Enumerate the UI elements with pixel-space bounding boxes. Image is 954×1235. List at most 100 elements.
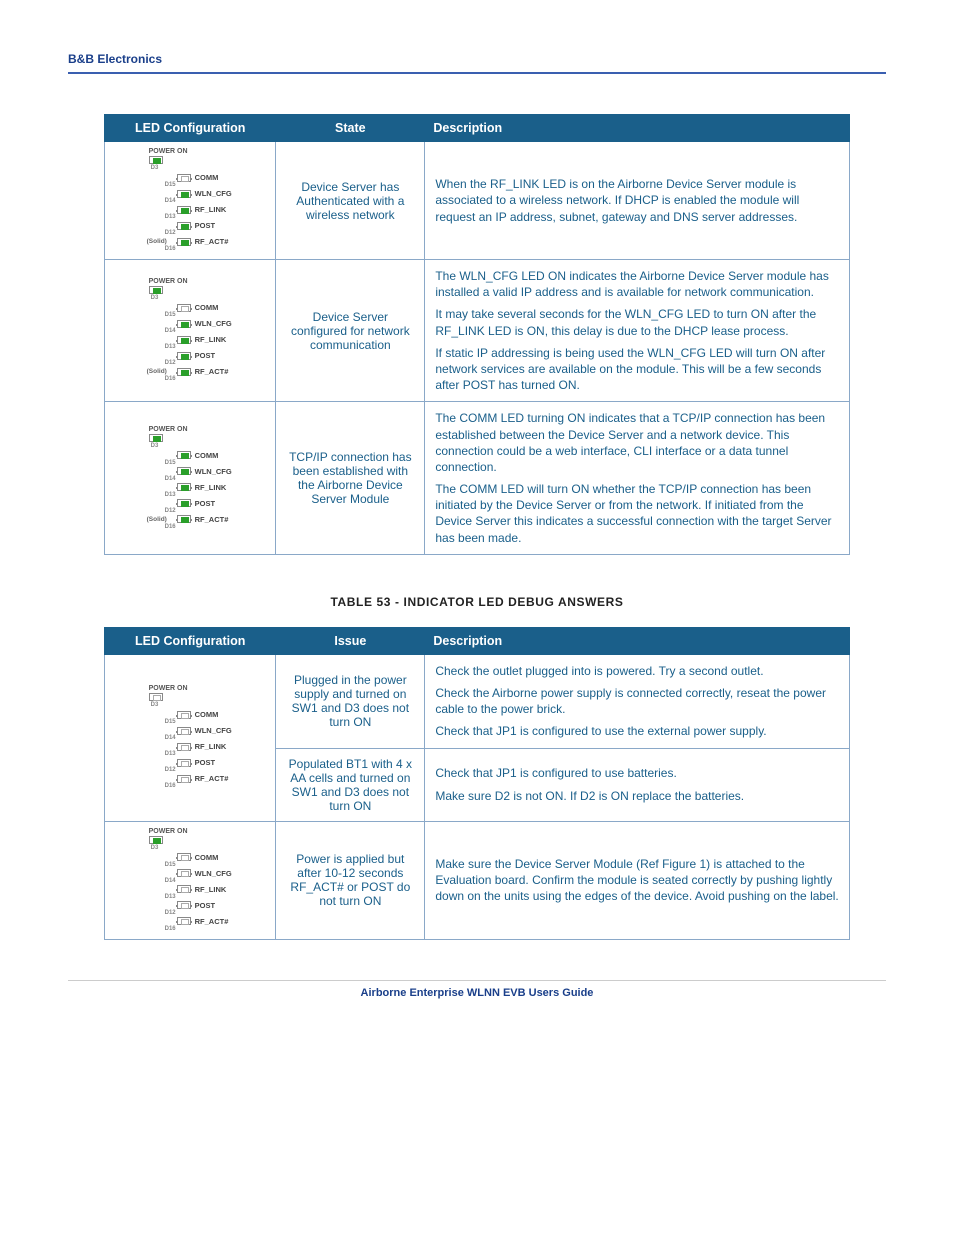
- led-rf_act#-icon: [177, 238, 191, 246]
- th-state: State: [276, 115, 425, 142]
- led-ref: D13: [165, 214, 232, 220]
- table-caption: TABLE 53 - INDICATOR LED DEBUG ANSWERS: [68, 595, 886, 609]
- issue-cell: Power is applied but after 10-12 seconds…: [276, 821, 425, 939]
- led-ref: D3: [151, 443, 232, 449]
- led-diagram: POWER OND3COMMD15WLN_CFGD14RF_LINKD13POS…: [149, 278, 232, 382]
- th-led-config: LED Configuration: [105, 115, 276, 142]
- led-wln_cfg-icon: [177, 190, 191, 198]
- led-label: POST: [195, 758, 215, 767]
- power-on-label: POWER ON: [149, 426, 232, 433]
- power-led-icon: [149, 693, 163, 701]
- description-cell: Make sure the Device Server Module (Ref …: [425, 821, 850, 939]
- description-text: If static IP addressing is being used th…: [435, 345, 839, 394]
- power-on-label: POWER ON: [149, 685, 232, 692]
- led-post-icon: [177, 901, 191, 909]
- solid-note: (Solid): [147, 368, 175, 375]
- led-ref: D12: [165, 910, 232, 916]
- description-text: Check the Airborne power supply is conne…: [435, 685, 839, 717]
- power-on-label: POWER ON: [149, 278, 232, 285]
- led-ref: D3: [151, 295, 232, 301]
- led-ref: D16: [165, 524, 232, 530]
- led-ref: D15: [165, 719, 232, 725]
- power-on-label: POWER ON: [149, 148, 232, 155]
- led-label: RF_ACT#: [195, 774, 229, 783]
- table-row: POWER OND3COMMD15WLN_CFGD14RF_LINKD13POS…: [105, 260, 850, 402]
- table-row: POWER OND3COMMD15WLN_CFGD14RF_LINKD13POS…: [105, 142, 850, 260]
- led-post-icon: [177, 499, 191, 507]
- led-label: POST: [195, 351, 215, 360]
- led-post-icon: [177, 352, 191, 360]
- led-rf_link-icon: [177, 743, 191, 751]
- page-footer: Airborne Enterprise WLNN EVB Users Guide: [68, 980, 886, 999]
- led-label: POST: [195, 901, 215, 910]
- led-label: WLN_CFG: [195, 726, 232, 735]
- led-ref: D12: [165, 508, 232, 514]
- led-label: RF_LINK: [195, 483, 227, 492]
- power-led-icon: [149, 286, 163, 294]
- table-1: LED Configuration State Description POWE…: [104, 114, 850, 555]
- led-ref: D12: [165, 360, 232, 366]
- led-rf_act#-icon: [177, 368, 191, 376]
- led-label: RF_LINK: [195, 742, 227, 751]
- description-text: Make sure D2 is not ON. If D2 is ON repl…: [435, 788, 839, 804]
- led-ref: D3: [151, 165, 232, 171]
- led-label: COMM: [195, 451, 219, 460]
- description-text: Check that JP1 is configured to use batt…: [435, 765, 839, 781]
- led-label: POST: [195, 221, 215, 230]
- led-rf_link-icon: [177, 885, 191, 893]
- solid-note: (Solid): [147, 516, 175, 523]
- led-ref: D15: [165, 460, 232, 466]
- led-wln_cfg-icon: [177, 869, 191, 877]
- led-comm-icon: [177, 853, 191, 861]
- description-text: Check the outlet plugged into is powered…: [435, 663, 839, 679]
- led-ref: D13: [165, 751, 232, 757]
- led-ref: D12: [165, 767, 232, 773]
- th-description: Description: [425, 627, 850, 654]
- led-ref: D14: [165, 198, 232, 204]
- led-ref: D3: [151, 702, 232, 708]
- th-description: Description: [425, 115, 850, 142]
- table-row: POWER OND3COMMD15WLN_CFGD14RF_LINKD13POS…: [105, 402, 850, 555]
- table-row: POWER OND3COMMD15WLN_CFGD14RF_LINKD13POS…: [105, 654, 850, 748]
- led-ref: D16: [165, 376, 232, 382]
- led-rf_act#-icon: [177, 917, 191, 925]
- led-label: COMM: [195, 303, 219, 312]
- led-rf_link-icon: [177, 336, 191, 344]
- led-ref: D14: [165, 328, 232, 334]
- led-rf_act#-icon: [177, 775, 191, 783]
- led-comm-icon: [177, 174, 191, 182]
- description-cell: When the RF_LINK LED is on the Airborne …: [425, 142, 850, 260]
- led-ref: D14: [165, 735, 232, 741]
- led-diagram: POWER ON D3 COMMD15WLN_CFGD14RF_LINKD13POS…: [149, 685, 232, 789]
- led-diagram: POWER OND3COMMD15WLN_CFGD14RF_LINKD13POS…: [149, 148, 232, 252]
- led-ref: D13: [165, 894, 232, 900]
- description-text: The COMM LED will turn ON whether the TC…: [435, 481, 839, 546]
- th-issue: Issue: [276, 627, 425, 654]
- power-led-icon: [149, 156, 163, 164]
- description-cell: The WLN_CFG LED ON indicates the Airborn…: [425, 260, 850, 402]
- led-diagram: POWER OND3COMMD15WLN_CFGD14RF_LINKD13POS…: [149, 426, 232, 530]
- led-label: WLN_CFG: [195, 869, 232, 878]
- led-label: RF_ACT#: [195, 917, 229, 926]
- led-ref: D16: [165, 246, 232, 252]
- led-ref: D15: [165, 182, 232, 188]
- led-wln_cfg-icon: [177, 727, 191, 735]
- state-cell: Device Server has Authenticated with a w…: [276, 142, 425, 260]
- led-label: RF_ACT#: [195, 515, 229, 524]
- led-ref: D15: [165, 862, 232, 868]
- led-label: COMM: [195, 710, 219, 719]
- led-rf_act#-icon: [177, 515, 191, 523]
- led-diagram: POWER OND3COMMD15WLN_CFGD14RF_LINKD13POS…: [149, 828, 232, 932]
- led-label: COMM: [195, 173, 219, 182]
- led-rf_link-icon: [177, 206, 191, 214]
- led-label: WLN_CFG: [195, 467, 232, 476]
- led-comm-icon: [177, 711, 191, 719]
- power-on-label: POWER ON: [149, 828, 232, 835]
- state-cell: Device Server configured for network com…: [276, 260, 425, 402]
- led-wln_cfg-icon: [177, 467, 191, 475]
- description-cell: Check that JP1 is configured to use batt…: [425, 748, 850, 821]
- led-label: RF_LINK: [195, 205, 227, 214]
- led-ref: D3: [151, 845, 232, 851]
- solid-note: (Solid): [147, 238, 175, 245]
- led-wln_cfg-icon: [177, 320, 191, 328]
